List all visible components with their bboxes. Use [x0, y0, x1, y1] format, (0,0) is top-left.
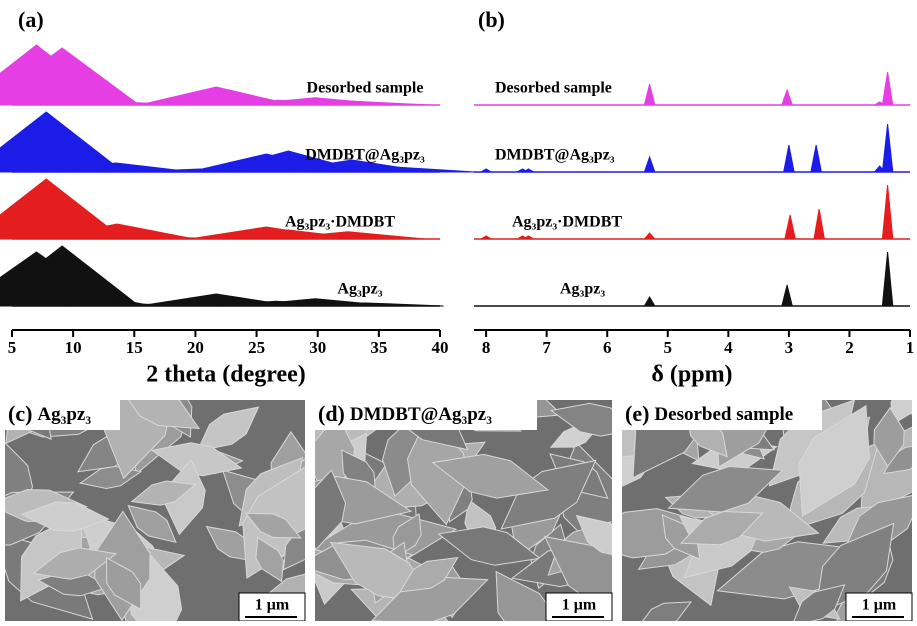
peak: [0, 112, 123, 172]
peak: [811, 145, 821, 172]
caption-text: Desorbed sample: [654, 404, 793, 425]
x-tick-label: 5: [8, 338, 17, 357]
caption-text: DMDBT@Ag₃pz₃: [350, 404, 492, 425]
scale-label: 1 μm: [255, 597, 290, 614]
sem-image: (d)DMDBT@Ag₃pz₃ 1 μm: [280, 369, 659, 621]
series-label: Ag₃pz₃: [560, 281, 605, 298]
x-tick-label: 20: [187, 338, 204, 357]
x-axis-label: δ (ppm): [651, 362, 732, 388]
peak: [782, 285, 792, 306]
series-label: Desorbed sample: [495, 80, 612, 97]
peak: [644, 233, 654, 239]
series-label: Ag₃pz₃·DMDBT: [285, 214, 395, 231]
panel-label: (a): [18, 7, 44, 32]
x-tick-label: 8: [482, 338, 491, 357]
peak: [782, 90, 792, 105]
x-tick-label: 35: [370, 338, 387, 357]
peak: [481, 236, 491, 239]
series-label: Ag₃pz₃·DMDBT: [512, 214, 622, 231]
panel-text: (e): [625, 401, 649, 426]
scale-label: 1 μm: [862, 597, 897, 614]
sem-texture: [0, 355, 346, 621]
x-tick-label: 5: [664, 338, 673, 357]
series-label: Desorbed sample: [307, 80, 424, 97]
peak: [882, 185, 892, 239]
caption-text: Ag₃pz₃: [37, 404, 91, 425]
figure: (a)5101520253035402 theta (degree)Desorb…: [0, 0, 917, 621]
x-tick-label: 1: [906, 338, 915, 357]
peak: [481, 169, 491, 172]
x-tick-label: 10: [65, 338, 82, 357]
panel-text: (d): [318, 401, 345, 426]
x-tick-label: 2: [845, 338, 854, 357]
peak: [644, 297, 654, 306]
x-tick-label: 15: [126, 338, 143, 357]
panel-label: (b): [478, 7, 505, 32]
peak: [644, 157, 654, 172]
series-label: DMDBT@Ag₃pz₃: [495, 147, 615, 164]
peak: [784, 145, 794, 172]
sem-image: (c)Ag₃pz₃ 1 μm: [0, 355, 346, 621]
peak: [882, 72, 892, 105]
peak: [882, 252, 892, 306]
x-tick-label: 25: [248, 338, 265, 357]
scale-label: 1 μm: [562, 597, 597, 614]
series-label: Ag₃pz₃: [337, 281, 382, 298]
peak: [814, 209, 824, 239]
x-tick-label: 6: [603, 338, 612, 357]
x-axis-label: 2 theta (degree): [146, 362, 306, 388]
x-tick-label: 30: [309, 338, 326, 357]
peak: [644, 84, 654, 105]
x-tick-label: 7: [542, 338, 551, 357]
sem-image: (e)Desorbed sample 1 μm: [574, 370, 917, 621]
series-label: DMDBT@Ag₃pz₃: [305, 147, 425, 164]
x-tick-label: 4: [724, 338, 733, 357]
x-tick-label: 3: [785, 338, 794, 357]
image-panel-label: (c)Ag₃pz₃: [8, 401, 91, 426]
peak: [882, 124, 892, 172]
image-panel-label: (d)DMDBT@Ag₃pz₃: [318, 401, 492, 426]
x-tick-label: 40: [432, 338, 449, 357]
panel-text: (c): [8, 401, 32, 426]
peak: [785, 215, 795, 239]
